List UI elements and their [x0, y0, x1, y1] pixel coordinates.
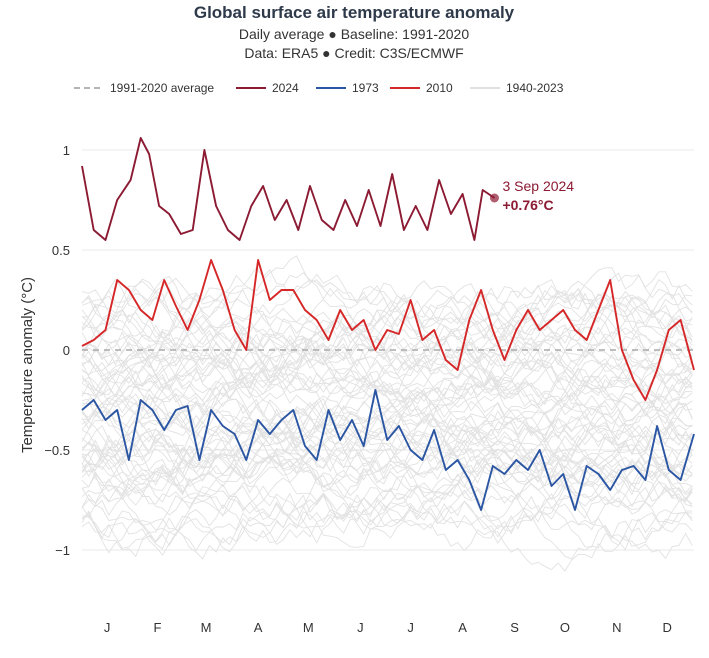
background-year-line	[81, 335, 693, 411]
background-year-line	[81, 301, 693, 371]
series-line-2010	[81, 259, 695, 401]
y-tick-label: −0.5	[44, 443, 70, 458]
background-year-line	[81, 494, 693, 572]
background-year-line	[81, 329, 693, 388]
background-year-line	[81, 364, 693, 437]
background-year-line	[81, 451, 693, 507]
legend-label: 2024	[272, 81, 299, 95]
background-year-line	[81, 341, 693, 413]
legend-label: 2010	[426, 81, 453, 95]
background-year-line	[81, 412, 693, 483]
background-year-line	[81, 338, 693, 403]
background-year-line	[81, 279, 693, 353]
background-year-line	[81, 481, 693, 558]
x-tick-label: M	[303, 620, 314, 635]
background-year-line	[81, 411, 693, 500]
background-year-line	[81, 272, 693, 346]
background-year-line	[81, 273, 693, 343]
y-tick-label: −1	[55, 543, 70, 558]
series-line-2024	[81, 137, 496, 241]
annotation-value: +0.76°C	[502, 197, 553, 213]
x-tick-label: A	[254, 620, 263, 635]
background-year-line	[81, 387, 693, 446]
annotation-date: 3 Sep 2024	[502, 178, 574, 194]
background-year-line	[81, 266, 693, 336]
y-axis-label: Temperature anomaly (°C)	[19, 277, 36, 453]
legend-label: 1991-2020 average	[110, 81, 214, 95]
legend-label: 1940-2023	[506, 81, 564, 95]
x-tick-label: M	[201, 620, 212, 635]
x-tick-label: F	[153, 620, 161, 635]
x-tick-label: J	[104, 620, 111, 635]
background-year-line	[81, 336, 693, 405]
background-year-line	[81, 336, 693, 406]
background-year-line	[81, 353, 693, 418]
background-year-line	[81, 267, 693, 363]
background-year-line	[81, 275, 693, 354]
grid	[82, 149, 694, 551]
y-tick-label: 1	[63, 143, 70, 158]
background-year-line	[81, 458, 693, 538]
x-tick-label: J	[407, 620, 414, 635]
chart-title: Global surface air temperature anomaly	[194, 3, 515, 22]
legend: 1991-2020 average 2024 1973 2010 1940-2023	[74, 81, 564, 95]
x-tick-label: D	[662, 620, 671, 635]
x-tick-label: N	[612, 620, 621, 635]
chart-subtitle-line-1: Daily average ● Baseline: 1991-2020	[239, 26, 469, 42]
background-year-line	[81, 416, 693, 487]
legend-label: 1973	[352, 81, 379, 95]
background-year-line	[81, 278, 693, 359]
chart-subtitle-line-2: Data: ERA5 ● Credit: C3S/ECMWF	[244, 45, 463, 61]
background-years-lines	[81, 255, 693, 572]
y-axis-ticks: 1 0.5 0 −0.5 −1	[44, 143, 70, 558]
y-tick-label: 0.5	[52, 243, 70, 258]
x-tick-label: S	[510, 620, 519, 635]
series-group	[81, 137, 695, 511]
background-year-line	[81, 444, 693, 518]
background-year-line	[81, 394, 693, 469]
x-tick-label: J	[357, 620, 364, 635]
background-year-line	[81, 393, 693, 458]
background-year-line	[81, 255, 693, 326]
y-tick-label: 0	[63, 343, 70, 358]
annotation-marker	[489, 193, 499, 203]
series-line-1973	[81, 389, 695, 511]
background-year-line	[81, 475, 693, 560]
background-year-line	[81, 428, 693, 500]
background-year-line	[81, 341, 693, 406]
background-year-line	[81, 445, 693, 504]
background-year-line	[81, 300, 693, 371]
x-tick-label: O	[560, 620, 570, 635]
x-tick-label: A	[458, 620, 467, 635]
